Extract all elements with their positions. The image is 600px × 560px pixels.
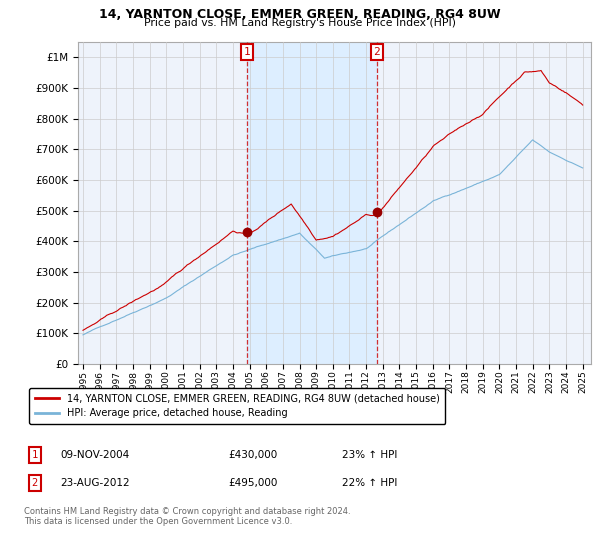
Text: 23-AUG-2012: 23-AUG-2012	[60, 478, 130, 488]
Text: Price paid vs. HM Land Registry's House Price Index (HPI): Price paid vs. HM Land Registry's House …	[144, 18, 456, 28]
Text: £495,000: £495,000	[228, 478, 277, 488]
Text: 23% ↑ HPI: 23% ↑ HPI	[342, 450, 397, 460]
Text: 09-NOV-2004: 09-NOV-2004	[60, 450, 129, 460]
Text: 22% ↑ HPI: 22% ↑ HPI	[342, 478, 397, 488]
Text: £430,000: £430,000	[228, 450, 277, 460]
Text: Contains HM Land Registry data © Crown copyright and database right 2024.
This d: Contains HM Land Registry data © Crown c…	[24, 507, 350, 526]
Text: 1: 1	[244, 47, 251, 57]
Text: 2: 2	[32, 478, 38, 488]
Text: 1: 1	[32, 450, 38, 460]
Text: 14, YARNTON CLOSE, EMMER GREEN, READING, RG4 8UW: 14, YARNTON CLOSE, EMMER GREEN, READING,…	[99, 8, 501, 21]
Legend: 14, YARNTON CLOSE, EMMER GREEN, READING, RG4 8UW (detached house), HPI: Average : 14, YARNTON CLOSE, EMMER GREEN, READING,…	[29, 388, 445, 424]
Bar	[247, 42, 377, 364]
Text: 2: 2	[373, 47, 380, 57]
